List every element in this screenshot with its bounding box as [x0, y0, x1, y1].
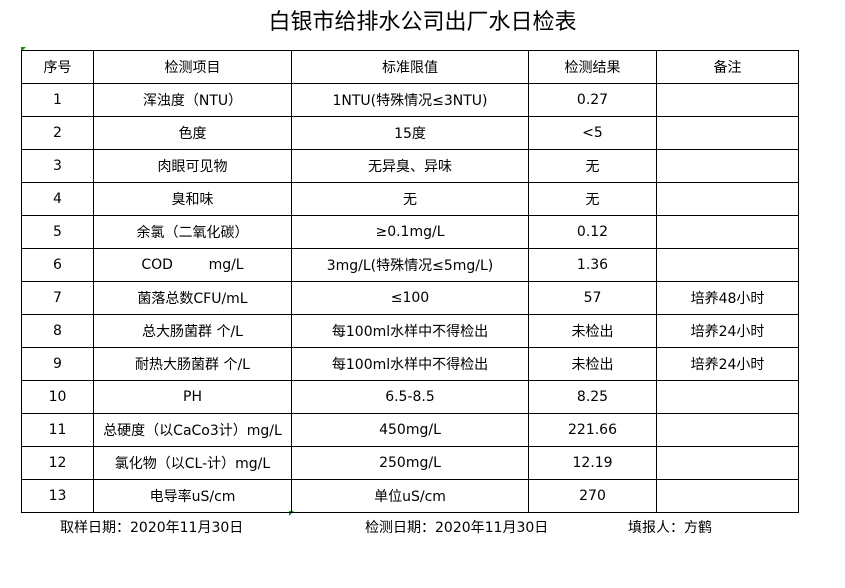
table-row: 4 臭和味无无 [21, 182, 799, 216]
cell-item: 氯化物（以CL-计）mg/L [93, 446, 292, 480]
cell-index: 8 [21, 314, 94, 348]
cell-result: 221.66 [528, 413, 657, 447]
cell-index: 1 [21, 83, 94, 117]
cell-item: PH [93, 380, 292, 414]
cell-item: 菌落总数CFU/mL [93, 281, 292, 315]
cell-result: 未检出 [528, 347, 657, 381]
header-remark: 备注 [656, 50, 799, 84]
cell-index: 10 [21, 380, 94, 414]
cell-remark [656, 215, 799, 249]
cell-item: COD mg/L [93, 248, 292, 282]
header-limit: 标准限值 [291, 50, 529, 84]
cell-remark: 培养48小时 [656, 281, 799, 315]
cell-remark [656, 413, 799, 447]
cell-result: 0.12 [528, 215, 657, 249]
header-row: 序号 检测项目 标准限值 检测结果 备注 [21, 50, 799, 84]
cell-limit: 无异臭、异味 [291, 149, 529, 183]
header-result: 检测结果 [528, 50, 657, 84]
cell-limit: 每100ml水样中不得检出 [291, 314, 529, 348]
table-row: 11 总硬度（以CaCo3计）mg/L 450mg/L 221.66 [21, 413, 799, 447]
cell-index: 2 [21, 116, 94, 150]
cell-index: 11 [21, 413, 94, 447]
table-row: 9 耐热大肠菌群 个/L 每100ml水样中不得检出 未检出 培养24小时 [21, 347, 799, 381]
cell-result: 1.36 [528, 248, 657, 282]
cell-limit: 无 [291, 182, 529, 216]
cell-item: 耐热大肠菌群 个/L [93, 347, 292, 381]
cell-limit: 450mg/L [291, 413, 529, 447]
cell-item: 浑浊度（NTU） [93, 83, 292, 117]
table-row: 12 氯化物（以CL-计）mg/L 250mg/L 12.19 [21, 446, 799, 480]
cell-item: 色度 [93, 116, 292, 150]
cell-index: 12 [21, 446, 94, 480]
cell-remark [656, 83, 799, 117]
cell-limit: 250mg/L [291, 446, 529, 480]
table-row: 10 PH 6.5-8.5 8.25 [21, 380, 799, 414]
cell-result: 12.19 [528, 446, 657, 480]
cell-item: 总大肠菌群 个/L [93, 314, 292, 348]
cell-result: 未检出 [528, 314, 657, 348]
cell-result: 无 [528, 182, 657, 216]
cell-item: 电导率uS/cm [93, 479, 292, 513]
table-row: 3 肉眼可见物 无异臭、异味无 [21, 149, 799, 183]
inspection-table: 序号 检测项目 标准限值 检测结果 备注 1 浑浊度（NTU） 1NTU(特殊情况≤… [21, 50, 799, 513]
cell-limit: 每100ml水样中不得检出 [291, 347, 529, 381]
cell-remark [656, 149, 799, 183]
cell-index: 3 [21, 149, 94, 183]
cell-remark: 培养24小时 [656, 314, 799, 348]
cell-result: 无 [528, 149, 657, 183]
cell-result: 57 [528, 281, 657, 315]
cell-index: 9 [21, 347, 94, 381]
cell-index: 7 [21, 281, 94, 315]
cell-index: 13 [21, 479, 94, 513]
cell-item: 总硬度（以CaCo3计）mg/L [93, 413, 292, 447]
cell-limit: 3mg/L(特殊情况≤5mg/L) [291, 248, 529, 282]
cell-marker [21, 47, 26, 52]
table-row: 2 色度 15度 <5 [21, 116, 799, 150]
cell-remark [656, 248, 799, 282]
page-title: 白银市给排水公司出厂水日检表 [268, 10, 577, 35]
sample-date: 取样日期：2020年11月30日 [60, 520, 244, 536]
table-row: 6 COD mg/L 3mg/L(特殊情况≤5mg/L) 1.36 [21, 248, 799, 282]
table-row: 5 余氯（二氧化碳） ≥0.1mg/L 0.12 [21, 215, 799, 249]
cell-remark [656, 479, 799, 513]
cell-limit: ≤100 [291, 281, 529, 315]
cell-result: 8.25 [528, 380, 657, 414]
table-row: 13 电导率uS/cm 单位uS/cm 270 [21, 479, 799, 513]
header-item: 检测项目 [93, 50, 292, 84]
cell-index: 4 [21, 182, 94, 216]
cell-result: 270 [528, 479, 657, 513]
table-row: 7 菌落总数CFU/mL ≤100 57 培养48小时 [21, 281, 799, 315]
test-date: 检测日期：2020年11月30日 [365, 520, 549, 536]
cell-item: 余氯（二氧化碳） [93, 215, 292, 249]
cell-marker [289, 511, 294, 516]
cell-limit: ≥0.1mg/L [291, 215, 529, 249]
cell-limit: 1NTU(特殊情况≤3NTU) [291, 83, 529, 117]
table-row: 1 浑浊度（NTU） 1NTU(特殊情况≤3NTU) 0.27 [21, 83, 799, 117]
cell-item: 臭和味 [93, 182, 292, 216]
header-index: 序号 [21, 50, 94, 84]
cell-remark [656, 116, 799, 150]
cell-remark: 培养24小时 [656, 347, 799, 381]
cell-limit: 单位uS/cm [291, 479, 529, 513]
reporter: 填报人：方鹤 [628, 520, 712, 536]
cell-remark [656, 446, 799, 480]
cell-index: 6 [21, 248, 94, 282]
table-row: 8 总大肠菌群 个/L 每100ml水样中不得检出 未检出 培养24小时 [21, 314, 799, 348]
cell-result: <5 [528, 116, 657, 150]
cell-limit: 6.5-8.5 [291, 380, 529, 414]
cell-remark [656, 182, 799, 216]
cell-item: 肉眼可见物 [93, 149, 292, 183]
cell-remark [656, 380, 799, 414]
cell-result: 0.27 [528, 83, 657, 117]
cell-limit: 15度 [291, 116, 529, 150]
cell-index: 5 [21, 215, 94, 249]
